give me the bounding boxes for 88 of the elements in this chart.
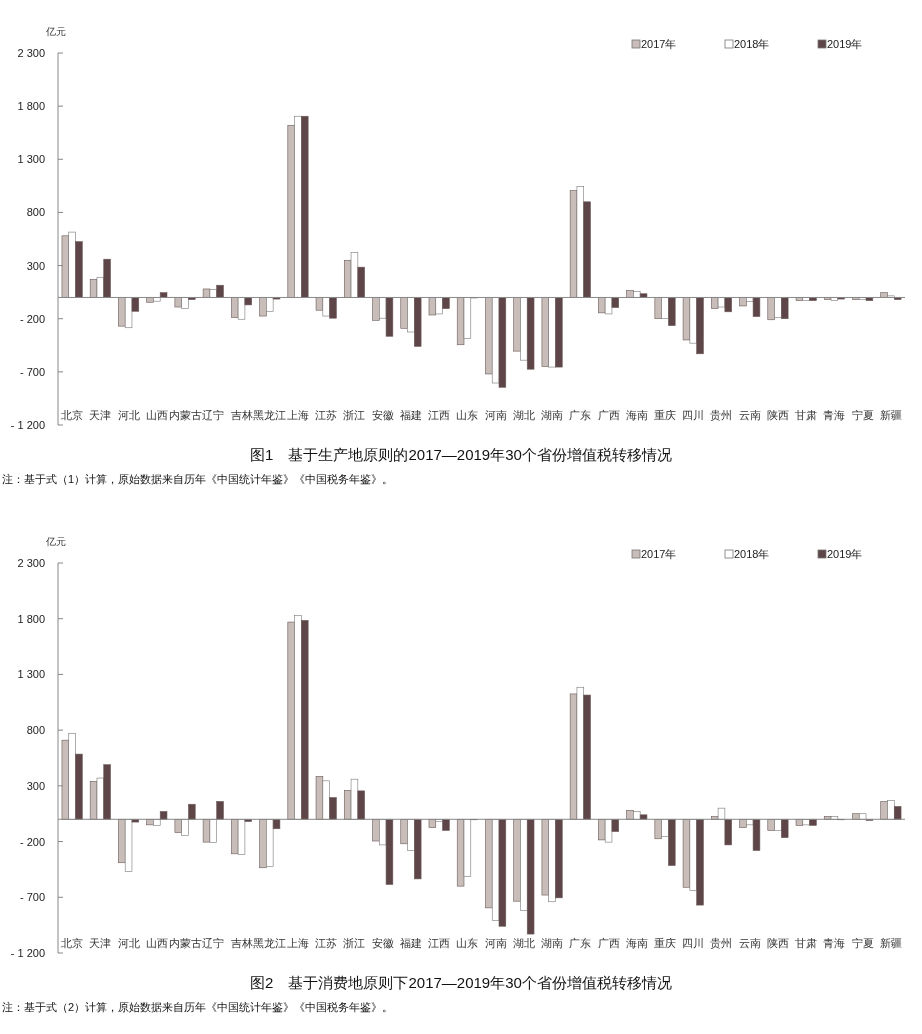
y-tick-label: - 1 200	[10, 419, 45, 431]
y-tick-label: 300	[26, 779, 45, 792]
x-tick-label: 天津	[89, 936, 112, 949]
legend-label: 2017年	[641, 37, 677, 50]
text: 图2 基于消费地原则下2017—2019年30个省份增值税转移情况	[250, 974, 672, 991]
x-tick-label: 宁夏	[851, 936, 874, 949]
x-tick-label: 黑龙江	[253, 409, 287, 422]
x-tick-label: 山西	[145, 936, 168, 949]
legend-label: 2017年	[641, 547, 677, 560]
x-tick-label: 安徽	[371, 409, 394, 422]
x-tick-label: 重庆	[654, 936, 677, 949]
x-tick-label: 甘肃	[795, 409, 818, 422]
y-tick-label: 2 300	[17, 47, 45, 59]
x-tick-label: 辽宁	[202, 409, 225, 422]
y-tick-label: 800	[26, 724, 45, 737]
x-tick-label: 湖北	[512, 936, 535, 949]
text: 图1 基于生产地原则的2017—2019年30个省份增值税转移情况	[250, 446, 672, 463]
x-tick-label: 重庆	[654, 409, 677, 422]
x-tick-label: 安徽	[371, 936, 394, 949]
y-tick-label: - 200	[19, 312, 45, 325]
x-tick-label: 云南	[738, 936, 761, 949]
x-tick-label: 海南	[625, 936, 648, 949]
x-tick-label: 山东	[456, 409, 479, 422]
y-tick-label: 800	[26, 206, 45, 219]
x-tick-label: 广西	[597, 936, 620, 949]
y-axis-title: 亿元	[45, 536, 66, 547]
x-tick-label: 河南	[484, 409, 507, 422]
x-tick-label: 青海	[823, 409, 846, 422]
x-tick-label: 云南	[738, 409, 761, 422]
x-tick-label: 河北	[117, 409, 140, 422]
x-tick-label: 内蒙古	[168, 936, 202, 949]
x-tick-label: 浙江	[343, 936, 366, 949]
x-tick-label: 吉林	[230, 409, 253, 422]
y-tick-label: 300	[26, 259, 45, 272]
x-tick-label: 江苏	[315, 409, 338, 422]
x-tick-label: 山西	[145, 409, 168, 422]
x-tick-label: 甘肃	[795, 936, 818, 949]
x-tick-label: 上海	[286, 936, 309, 949]
x-tick-label: 福建	[399, 409, 422, 422]
x-tick-label: 新疆	[879, 409, 902, 422]
x-tick-label: 贵州	[710, 936, 733, 949]
x-tick-label: 陕西	[766, 409, 789, 422]
x-tick-label: 黑龙江	[253, 936, 287, 949]
x-tick-label: 河北	[117, 936, 140, 949]
y-tick-label: - 1 200	[10, 947, 45, 959]
x-tick-label: 浙江	[343, 409, 366, 422]
x-tick-label: 江西	[428, 936, 451, 949]
x-tick-label: 内蒙古	[168, 409, 202, 422]
legend-label: 2019年	[827, 547, 863, 560]
x-tick-label: 福建	[399, 936, 422, 949]
x-tick-label: 辽宁	[202, 936, 225, 949]
text: 注：基于式（2）计算，原始数据来自历年《中国统计年鉴》《中国税务年鉴》。	[2, 1001, 394, 1013]
y-tick-label: - 700	[19, 365, 45, 378]
x-tick-label: 广西	[597, 409, 620, 422]
x-tick-label: 江苏	[315, 936, 338, 949]
x-tick-label: 海南	[625, 409, 648, 422]
x-tick-label: 陕西	[766, 936, 789, 949]
x-tick-label: 广东	[569, 936, 592, 949]
x-tick-label: 天津	[89, 409, 112, 422]
y-tick-label: 1 300	[17, 668, 45, 681]
x-tick-label: 湖北	[512, 409, 535, 422]
y-tick-label: 2 300	[17, 557, 45, 569]
x-tick-label: 四川	[682, 936, 705, 949]
x-tick-label: 四川	[682, 409, 705, 422]
x-tick-label: 江西	[428, 409, 451, 422]
y-tick-label: 1 800	[17, 612, 45, 625]
text: 注：基于式（1）计算，原始数据来自历年《中国统计年鉴》《中国税务年鉴》。	[2, 473, 394, 485]
x-tick-label: 贵州	[710, 409, 733, 422]
x-tick-label: 北京	[61, 409, 84, 422]
y-axis-title: 亿元	[45, 26, 66, 37]
x-tick-label: 广东	[569, 409, 592, 422]
legend-label: 2019年	[827, 37, 863, 50]
x-tick-label: 河南	[484, 936, 507, 949]
x-tick-label: 青海	[823, 936, 846, 949]
y-tick-label: 1 300	[17, 153, 45, 166]
x-tick-label: 新疆	[879, 936, 902, 949]
y-tick-label: - 200	[19, 835, 45, 848]
x-tick-label: 宁夏	[851, 409, 874, 422]
x-tick-label: 吉林	[230, 936, 253, 949]
y-tick-label: 1 800	[17, 100, 45, 113]
x-tick-label: 北京	[61, 936, 84, 949]
legend-label: 2018年	[734, 37, 770, 50]
x-tick-label: 湖南	[541, 409, 564, 422]
x-tick-label: 山东	[456, 936, 479, 949]
legend-label: 2018年	[734, 547, 770, 560]
x-tick-label: 湖南	[541, 936, 564, 949]
y-tick-label: - 700	[19, 891, 45, 904]
x-tick-label: 上海	[286, 409, 309, 422]
